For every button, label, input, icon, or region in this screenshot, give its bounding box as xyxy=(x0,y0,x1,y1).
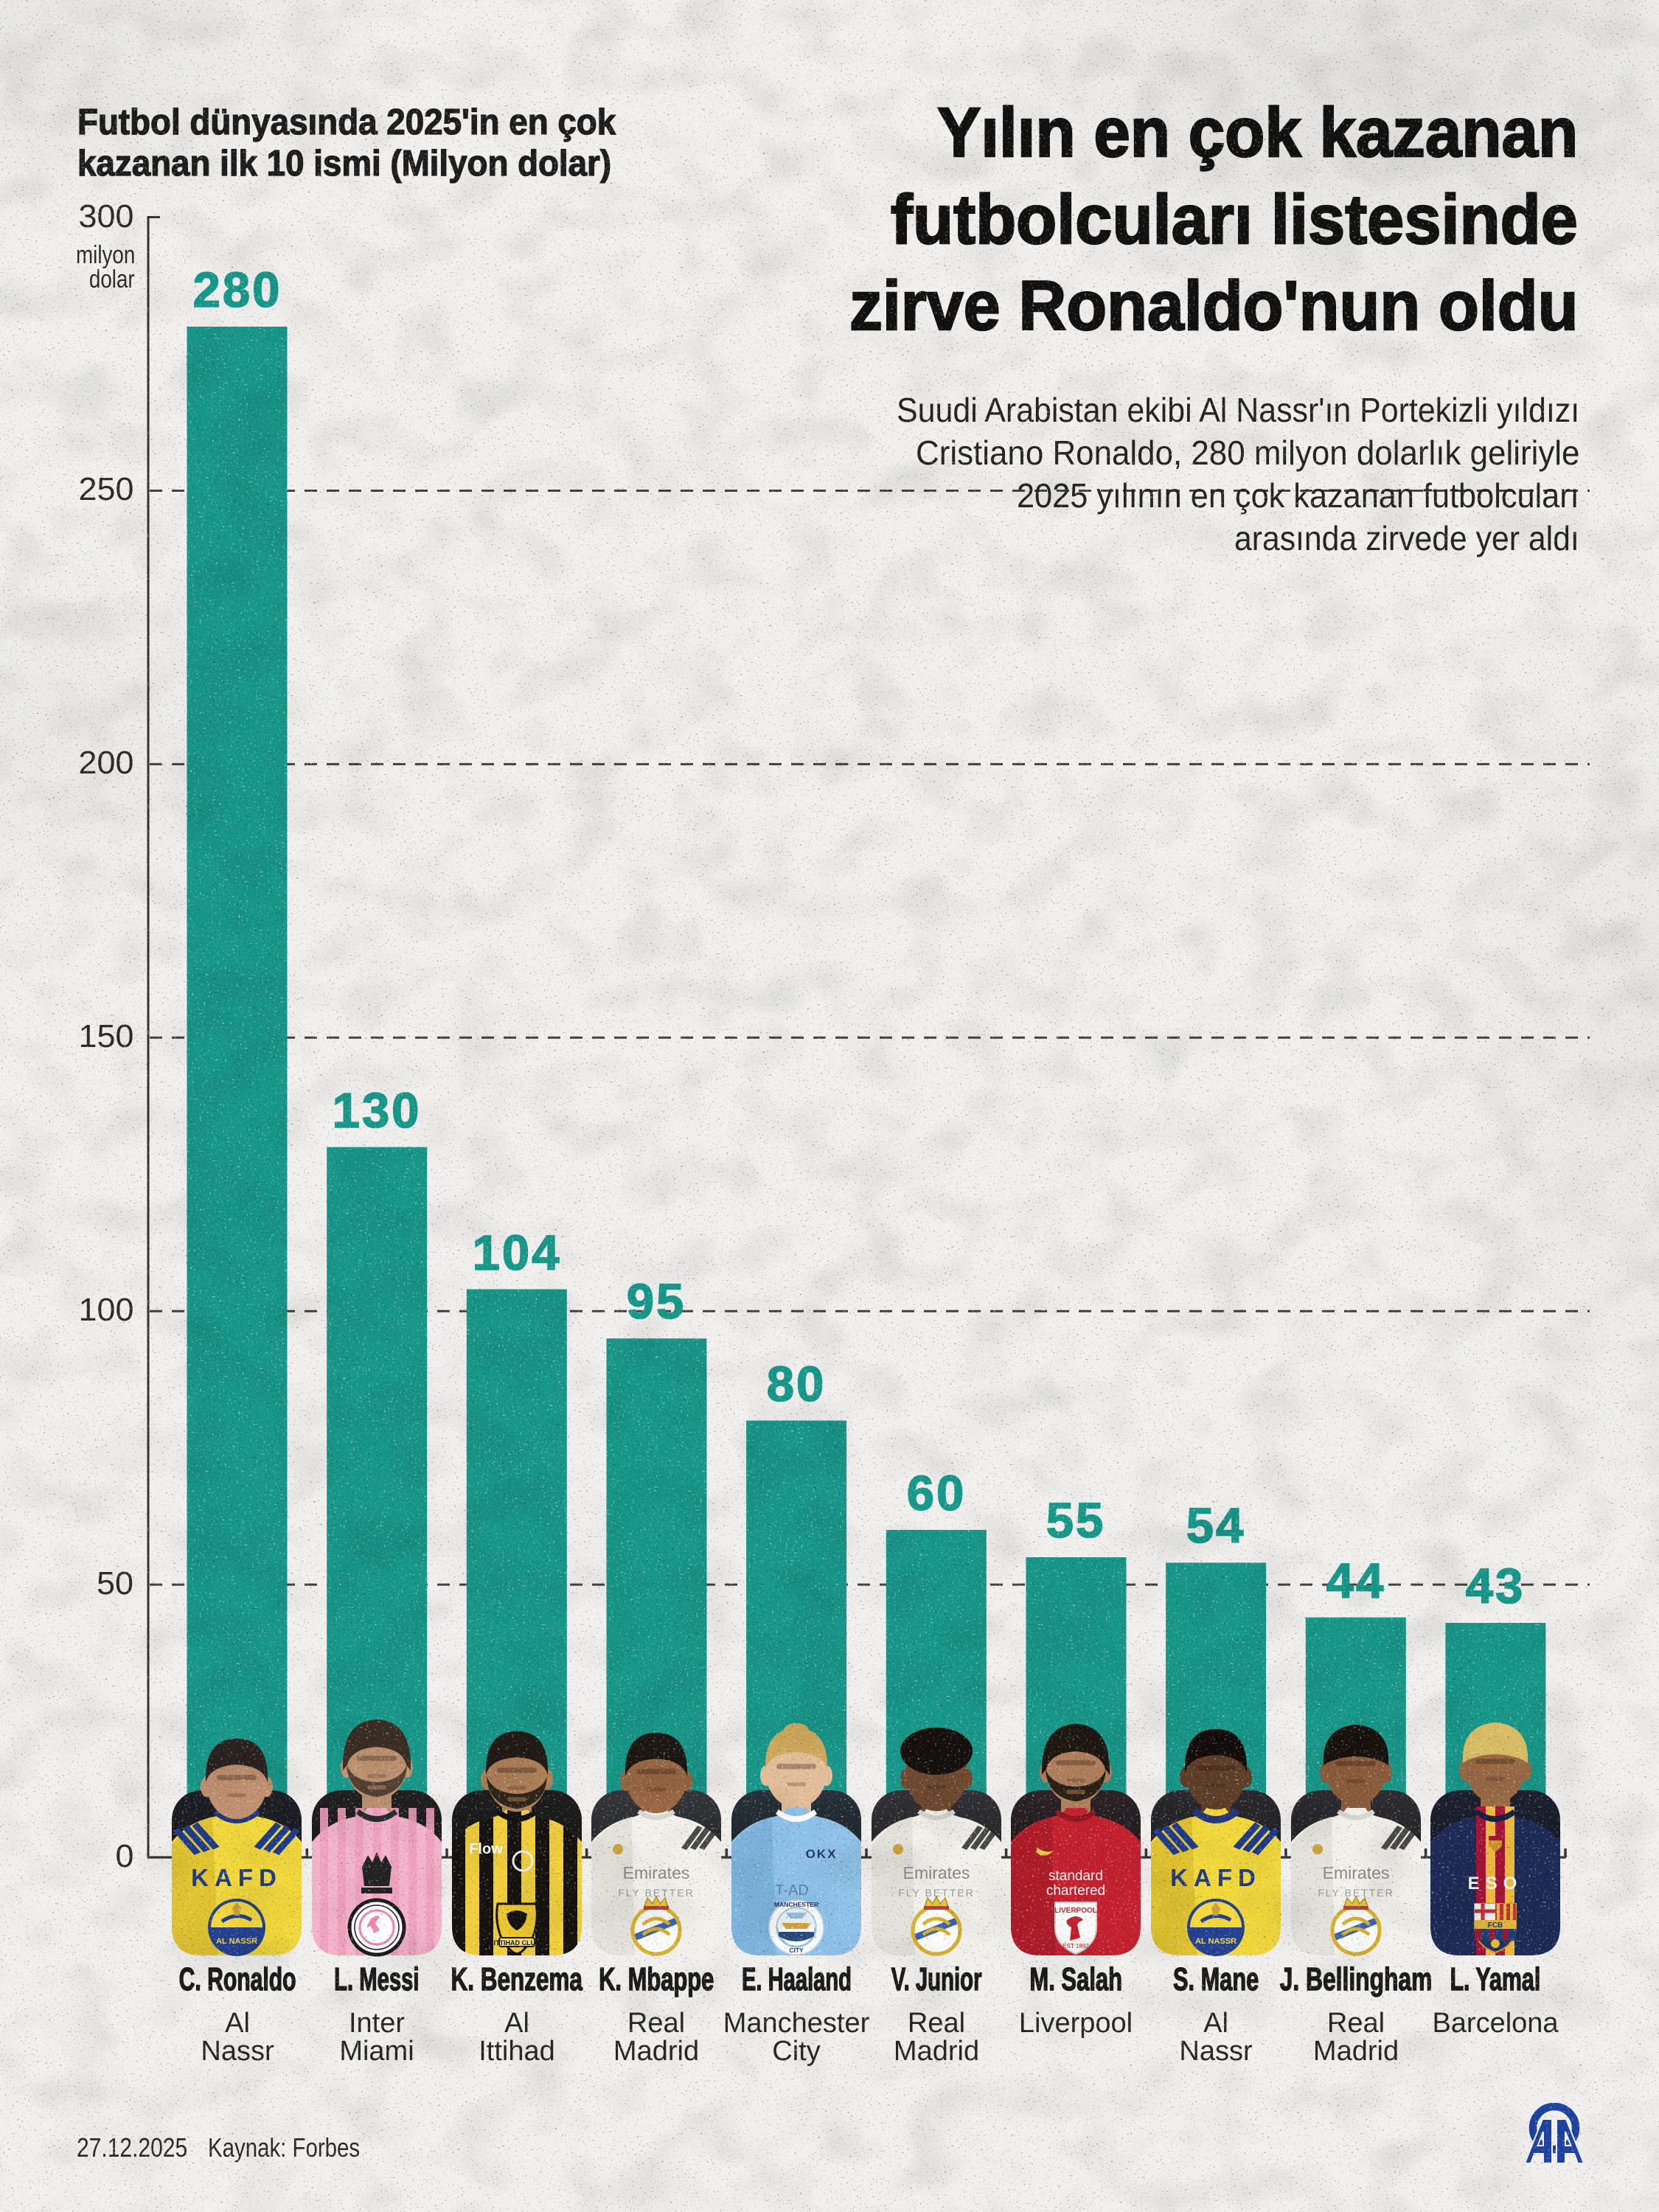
svg-text:T-AD: T-AD xyxy=(775,1882,809,1899)
svg-text:EST 1892: EST 1892 xyxy=(1062,1943,1089,1950)
svg-text:Emirates: Emirates xyxy=(1323,1863,1390,1882)
svg-text:MANCHESTER: MANCHESTER xyxy=(774,1901,818,1908)
svg-text:KAFD: KAFD xyxy=(1170,1864,1262,1891)
svg-text:Emirates: Emirates xyxy=(623,1863,690,1882)
svg-text:AL NASSR: AL NASSR xyxy=(1195,1937,1237,1946)
svg-text:chartered: chartered xyxy=(1046,1883,1105,1899)
svg-text:KAFD: KAFD xyxy=(191,1864,282,1891)
svg-text:Emirates: Emirates xyxy=(903,1863,970,1882)
svg-text:AL NASSR: AL NASSR xyxy=(216,1937,257,1946)
svg-text:Flow: Flow xyxy=(469,1841,503,1857)
svg-text:standard: standard xyxy=(1048,1868,1103,1884)
svg-text:CITY: CITY xyxy=(789,1947,804,1954)
svg-text:ESO: ESO xyxy=(1468,1874,1523,1893)
svg-text:LIVERPOOL: LIVERPOOL xyxy=(1054,1907,1097,1915)
svg-text:ITTIHAD CLUB: ITTIHAD CLUB xyxy=(494,1939,540,1947)
svg-text:OKX: OKX xyxy=(806,1847,838,1861)
svg-text:FCB: FCB xyxy=(1488,1921,1503,1930)
